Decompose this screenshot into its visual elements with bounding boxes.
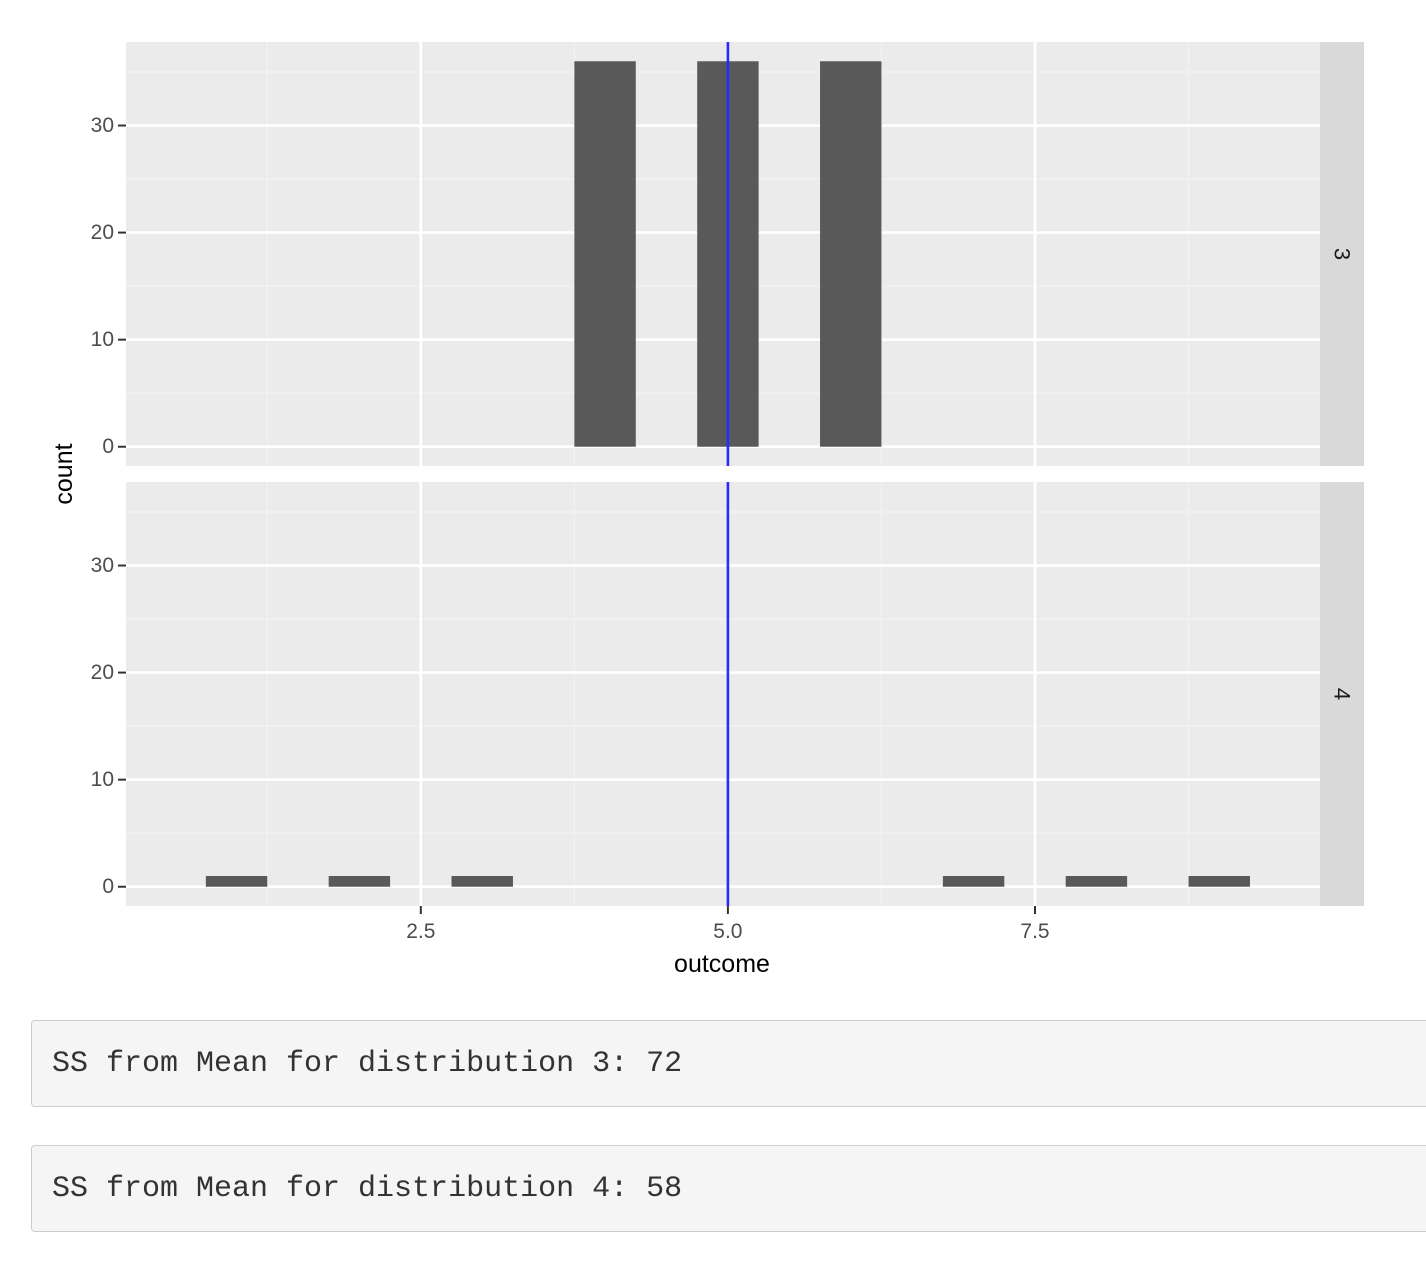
x-tick-label: 5.0 <box>713 920 742 943</box>
y-tick-label: 0 <box>102 435 114 458</box>
facet-strip-label: 4 <box>1330 688 1355 700</box>
output-block-distribution-3: SS from Mean for distribution 3: 72 <box>31 1020 1426 1107</box>
y-tick-label: 20 <box>91 661 114 684</box>
ss-output-distribution-3: SS from Mean for distribution 3: 72 <box>52 1047 683 1081</box>
x-axis-label: outcome <box>674 950 770 978</box>
histogram-bar <box>1188 876 1250 887</box>
x-tick-label: 2.5 <box>406 920 435 943</box>
facet-strip-label: 3 <box>1330 248 1355 260</box>
y-tick-label: 30 <box>91 554 114 577</box>
y-tick-label: 10 <box>91 328 114 351</box>
histogram-bar <box>328 876 391 887</box>
histogram-bar <box>942 876 1005 887</box>
histogram-bar <box>574 61 636 447</box>
histogram-bar <box>1065 876 1128 887</box>
y-tick-label: 10 <box>91 768 114 791</box>
y-tick-label: 0 <box>102 875 114 898</box>
y-axis-label: count <box>50 443 78 504</box>
output-block-distribution-4: SS from Mean for distribution 4: 58 <box>31 1145 1426 1232</box>
histogram-bar <box>820 61 882 447</box>
histogram-bar <box>205 876 268 887</box>
y-tick-label: 20 <box>91 221 114 244</box>
x-tick-label: 7.5 <box>1020 920 1049 943</box>
ss-output-distribution-4: SS from Mean for distribution 4: 58 <box>52 1172 683 1206</box>
panel-background <box>126 482 1320 906</box>
y-tick-label: 30 <box>91 114 114 137</box>
facet-panel-4: 4 0 10 20 30 <box>91 482 1364 906</box>
facet-strip <box>1320 42 1364 466</box>
histogram-bar <box>451 876 513 887</box>
facet-strip <box>1320 482 1364 906</box>
